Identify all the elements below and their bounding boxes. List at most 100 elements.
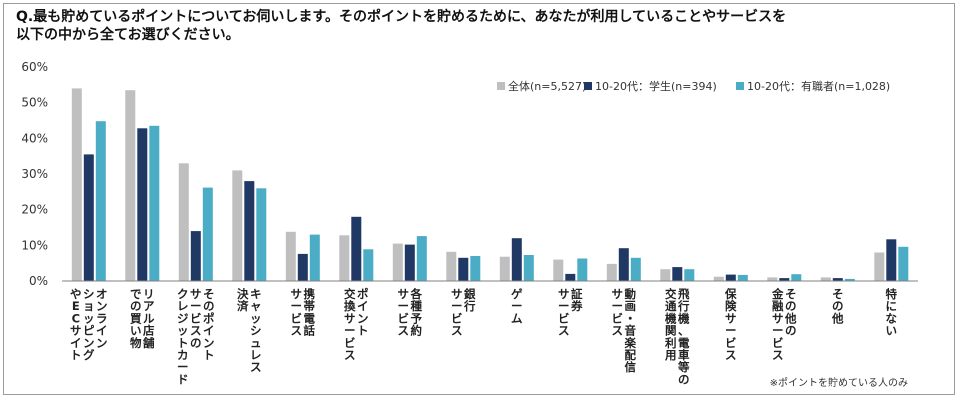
category-label-line: 特にない: [886, 287, 898, 338]
category-label-line: ポイント: [357, 287, 369, 338]
category-label-line: 銀行: [463, 287, 476, 313]
category-label-line: サービスの: [190, 287, 202, 350]
bar-series-1-cat-3: [178, 163, 189, 281]
category-label-line: 決済: [237, 287, 249, 313]
legend-swatch-3: [736, 82, 744, 90]
bar-series-3-cat-9: [523, 255, 534, 281]
category-label-line: 交換サービス: [344, 287, 356, 362]
bar-series-3-cat-16: [898, 246, 909, 281]
category-label-line: 携帯電話: [304, 287, 316, 338]
bar-series-2-cat-8: [458, 257, 469, 281]
bar-series-3-cat-3: [202, 187, 213, 281]
y-tick-label: 0%: [29, 274, 48, 288]
bar-series-3-cat-6: [363, 249, 374, 281]
category-label-line: 証券: [570, 287, 583, 313]
bar-series-3-cat-15: [844, 278, 855, 281]
bar-series-2-cat-3: [190, 231, 201, 281]
category-label-line: サービス: [612, 287, 624, 338]
category-label-line: での買い物: [130, 287, 142, 350]
category-label-line: サービス: [291, 287, 303, 338]
bar-series-3-cat-7: [416, 236, 427, 281]
legend-swatch-2: [584, 82, 592, 90]
bar-series-1-cat-1: [71, 88, 82, 282]
category-label-13: 保険サービス: [724, 287, 737, 362]
y-tick-label: 10%: [21, 238, 48, 252]
category-label-15: その他: [831, 287, 844, 325]
question-line-1: Q.最も貯めているポイントについてお伺いします。そのポイントを貯めるために、あな…: [16, 9, 787, 25]
bar-series-2-cat-2: [137, 128, 148, 281]
category-label-line: や E C サイト: [70, 287, 82, 362]
y-tick-label: 30%: [21, 167, 48, 181]
category-label-line: その他: [831, 287, 844, 325]
legend-swatch-1: [497, 82, 505, 90]
y-tick-label: 40%: [21, 131, 48, 145]
bar-series-3-cat-13: [737, 274, 748, 281]
bar-series-1-cat-5: [285, 231, 296, 281]
bar-series-1-cat-6: [339, 235, 350, 281]
category-label-line: クレジットカード: [177, 287, 189, 386]
y-tick-label: 50%: [21, 96, 48, 110]
category-label-line: オンライン: [96, 287, 108, 350]
y-tick-label: 20%: [21, 203, 48, 217]
bar-series-2-cat-4: [244, 181, 255, 281]
category-label-line: ショッピング: [83, 287, 95, 362]
bar-series-2-cat-9: [511, 238, 522, 281]
category-label-line: 動画・音楽配信: [624, 287, 637, 374]
legend: 全体(n=5,527) 10-20代：学生(n=394) 10-20代：有職者(n=…: [497, 79, 890, 93]
bar-series-1-cat-16: [874, 252, 885, 281]
category-label-line: その他の: [784, 287, 797, 338]
category-label-line: そのポイント: [203, 287, 215, 362]
question-line-2: 以下の中から全てお選びください。: [16, 27, 240, 43]
legend-label-1: 全体(n=5,527): [508, 79, 586, 93]
category-label-line: 金融サービス: [771, 287, 784, 362]
bar-series-1-cat-10: [553, 259, 564, 281]
bar-series-1-cat-13: [713, 276, 724, 281]
bar-series-3-cat-1: [95, 121, 106, 281]
bar-series-2-cat-11: [618, 248, 629, 281]
bar-series-1-cat-8: [446, 251, 457, 281]
legend-label-2: 10-20代：学生(n=394): [595, 79, 717, 93]
bar-series-3-cat-10: [577, 258, 588, 281]
category-label-line: サービス: [398, 287, 410, 338]
bar-series-2-cat-16: [886, 239, 897, 281]
category-label-line: 飛行機、電車等の: [677, 287, 690, 386]
bar-series-1-cat-11: [606, 263, 617, 281]
bars: [71, 88, 909, 282]
bar-series-1-cat-4: [232, 170, 243, 281]
category-label-9: ゲーム: [511, 287, 523, 325]
bar-series-2-cat-7: [404, 244, 415, 281]
category-label-16: 特にない: [886, 287, 898, 338]
y-axis-ticks: 0% 10% 20% 30% 40% 50% 60%: [21, 60, 48, 288]
category-label-line: ゲーム: [511, 287, 523, 325]
bar-series-3-cat-14: [791, 274, 802, 281]
bar-series-2-cat-15: [832, 278, 843, 281]
bar-series-2-cat-5: [297, 253, 308, 281]
bar-series-3-cat-12: [684, 269, 695, 281]
bar-series-3-cat-5: [309, 234, 320, 281]
category-label-line: サービス: [558, 287, 570, 338]
bar-series-1-cat-14: [767, 277, 778, 281]
bar-series-2-cat-13: [725, 274, 736, 281]
category-label-line: キャッシュレス: [250, 287, 262, 374]
bar-series-2-cat-14: [779, 278, 790, 281]
bar-series-3-cat-11: [630, 257, 641, 281]
footnote: ※ポイントを貯めている人のみ: [770, 377, 908, 389]
question-text: Q.最も貯めているポイントについてお伺いします。そのポイントを貯めるために、あな…: [16, 8, 876, 44]
bar-series-1-cat-9: [499, 256, 510, 281]
category-label-line: 保険サービス: [724, 287, 737, 362]
bar-series-2-cat-12: [672, 267, 683, 281]
bar-series-1-cat-7: [392, 243, 403, 281]
bar-series-2-cat-10: [565, 273, 576, 281]
